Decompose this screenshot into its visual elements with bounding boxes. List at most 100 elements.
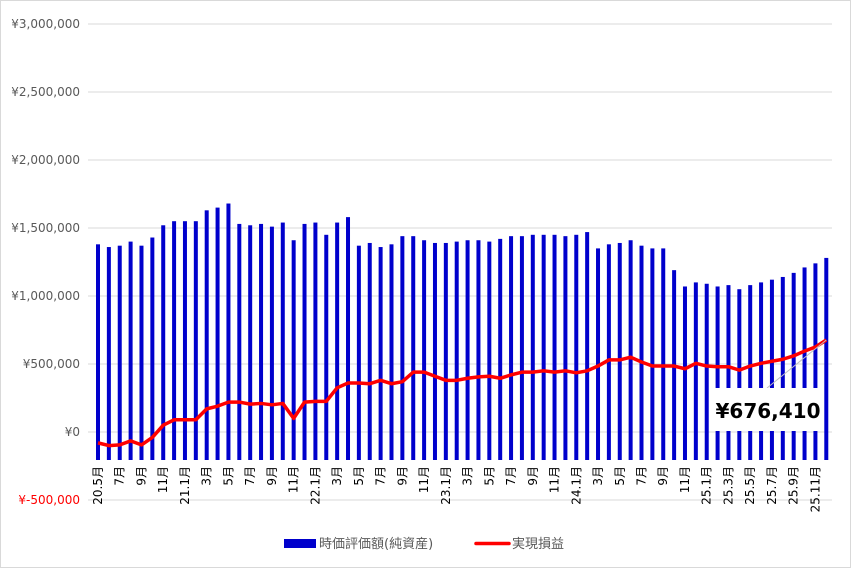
bar bbox=[759, 282, 763, 460]
x-tick-label: 21.1月 bbox=[178, 466, 192, 505]
bar bbox=[150, 238, 154, 460]
y-tick-label: ¥2,500,000 bbox=[11, 85, 80, 99]
bar bbox=[335, 223, 339, 460]
bar bbox=[129, 242, 133, 460]
bar bbox=[270, 227, 274, 460]
bar bbox=[520, 236, 524, 460]
bar bbox=[379, 247, 383, 460]
bar bbox=[183, 221, 187, 460]
x-tick-label: 11月 bbox=[156, 466, 170, 493]
bar bbox=[476, 240, 480, 460]
bar bbox=[509, 236, 513, 460]
bar bbox=[726, 285, 730, 460]
y-tick-label: ¥500,000 bbox=[23, 357, 80, 371]
x-tick-label: 7月 bbox=[374, 466, 388, 486]
y-tick-label: ¥2,000,000 bbox=[11, 153, 80, 167]
bar bbox=[205, 210, 209, 460]
x-tick-label: 11月 bbox=[287, 466, 301, 493]
annotation-label: ¥676,410 bbox=[715, 399, 820, 423]
x-tick-label: 9月 bbox=[265, 466, 279, 486]
x-tick-label: 11月 bbox=[548, 466, 562, 493]
y-tick-label: ¥1,500,000 bbox=[11, 221, 80, 235]
x-tick-label: 9月 bbox=[526, 466, 540, 486]
x-tick-label: 7月 bbox=[635, 466, 649, 486]
x-tick-label: 7月 bbox=[243, 466, 257, 486]
y-tick-label: ¥3,000,000 bbox=[11, 17, 80, 31]
bar bbox=[466, 240, 470, 460]
bar bbox=[716, 286, 720, 460]
x-tick-label: 25.1月 bbox=[700, 466, 714, 505]
bar bbox=[248, 225, 252, 460]
bar bbox=[563, 236, 567, 460]
x-tick-label: 5月 bbox=[221, 466, 235, 486]
bar bbox=[596, 248, 600, 460]
bar bbox=[303, 224, 307, 460]
bar bbox=[650, 248, 654, 460]
x-tick-label: 25.11月 bbox=[808, 466, 822, 512]
legend: 時価評価額(純資産) 実現損益 bbox=[284, 536, 564, 552]
x-tick-label: 5月 bbox=[352, 466, 366, 486]
x-tick-label: 25.5月 bbox=[743, 466, 757, 505]
x-tick-label: 25.3月 bbox=[721, 466, 735, 505]
x-tick-label: 7月 bbox=[504, 466, 518, 486]
bar bbox=[281, 223, 285, 460]
x-tick-label: 9月 bbox=[134, 466, 148, 486]
x-tick-label: 9月 bbox=[656, 466, 670, 486]
bar bbox=[694, 282, 698, 460]
bar bbox=[542, 235, 546, 460]
bar bbox=[531, 235, 535, 460]
bar bbox=[585, 232, 589, 460]
bar bbox=[629, 240, 633, 460]
x-tick-label: 5月 bbox=[613, 466, 627, 486]
bar bbox=[618, 243, 622, 460]
bar bbox=[498, 239, 502, 460]
y-tick-label: ¥1,000,000 bbox=[11, 289, 80, 303]
x-tick-label: 23.1月 bbox=[439, 466, 453, 505]
x-tick-label: 3月 bbox=[200, 466, 214, 486]
bar bbox=[237, 224, 241, 460]
y-tick-label: ¥-500,000 bbox=[18, 493, 80, 507]
x-tick-label: 22.1月 bbox=[308, 466, 322, 505]
bar bbox=[553, 235, 557, 460]
x-tick-label: 3月 bbox=[330, 466, 344, 486]
bar bbox=[172, 221, 176, 460]
bar bbox=[455, 242, 459, 460]
bar bbox=[139, 246, 143, 460]
bar bbox=[216, 208, 220, 460]
bar bbox=[737, 289, 741, 460]
bar bbox=[824, 258, 828, 460]
bar bbox=[324, 235, 328, 460]
legend-bar-label: 時価評価額(純資産) bbox=[319, 536, 433, 552]
x-tick-label: 25.7月 bbox=[765, 466, 779, 505]
bar bbox=[389, 244, 393, 460]
x-tick-label: 7月 bbox=[113, 466, 127, 486]
bar bbox=[259, 224, 263, 460]
bar bbox=[487, 242, 491, 460]
x-tick-label: 9月 bbox=[395, 466, 409, 486]
bar bbox=[433, 243, 437, 460]
bar bbox=[118, 246, 122, 460]
bar bbox=[607, 244, 611, 460]
x-tick-label: 20.5月 bbox=[91, 466, 105, 505]
bar bbox=[357, 246, 361, 460]
bar bbox=[107, 247, 111, 460]
bar bbox=[346, 217, 350, 460]
bar bbox=[444, 243, 448, 460]
x-tick-label: 3月 bbox=[591, 466, 605, 486]
bar bbox=[781, 277, 785, 460]
bar bbox=[400, 236, 404, 460]
bar bbox=[226, 204, 230, 460]
bar bbox=[292, 240, 296, 460]
bar bbox=[368, 243, 372, 460]
bar bbox=[803, 267, 807, 460]
x-tick-label: 3月 bbox=[461, 466, 475, 486]
legend-line-label: 実現損益 bbox=[512, 536, 564, 552]
bar bbox=[96, 244, 100, 460]
bar bbox=[411, 236, 415, 460]
legend-bar-swatch bbox=[284, 539, 316, 548]
bar bbox=[194, 221, 198, 460]
x-tick-label: 11月 bbox=[678, 466, 692, 493]
x-tick-label: 5月 bbox=[482, 466, 496, 486]
y-tick-label: ¥0 bbox=[65, 425, 80, 439]
x-tick-label: 11月 bbox=[417, 466, 431, 493]
